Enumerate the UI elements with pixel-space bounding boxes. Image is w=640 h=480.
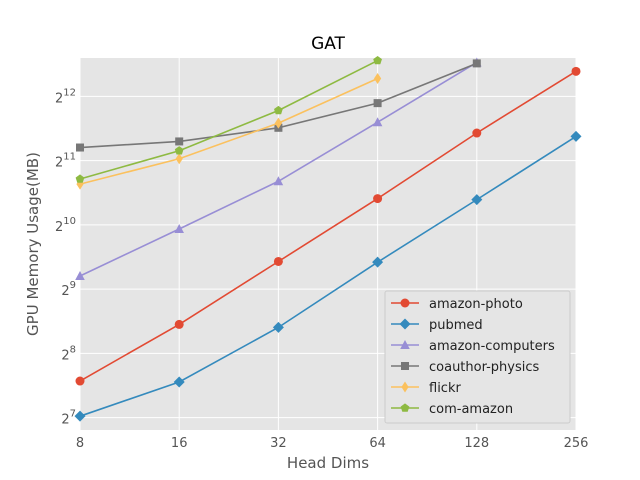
legend-label: amazon-photo bbox=[429, 297, 523, 312]
legend-label: com-amazon bbox=[429, 402, 513, 417]
chart-title: GAT bbox=[311, 34, 345, 54]
data-point bbox=[373, 99, 382, 108]
legend-entry: pubmed bbox=[391, 318, 483, 333]
series-line bbox=[79, 77, 378, 185]
legend: amazon-photo pubmed amazon-computers coauth… bbox=[384, 290, 571, 424]
data-point bbox=[175, 153, 183, 165]
legend-marker bbox=[400, 403, 410, 412]
y-tick-exponent: 10 bbox=[63, 216, 76, 227]
y-tick-base: 2 bbox=[61, 413, 69, 428]
legend-entry: amazon-photo bbox=[391, 297, 523, 312]
y-tick-label: 28 bbox=[61, 344, 76, 363]
y-tick-label: 212 bbox=[55, 87, 76, 106]
data-point bbox=[76, 178, 84, 190]
y-tick-exponent: 9 bbox=[70, 280, 76, 291]
data-point bbox=[174, 146, 184, 155]
legend-marker bbox=[399, 318, 411, 330]
legend-entry: coauthor-physics bbox=[391, 360, 540, 375]
legend-marker bbox=[401, 381, 409, 393]
series-line bbox=[79, 135, 577, 417]
series-amazon-photo bbox=[75, 66, 581, 386]
data-point bbox=[274, 105, 283, 115]
data-point bbox=[372, 256, 384, 268]
data-point bbox=[273, 176, 284, 186]
x-tick-label: 32 bbox=[270, 436, 287, 451]
y-tick-base: 2 bbox=[55, 220, 63, 235]
data-point bbox=[75, 271, 85, 281]
data-point bbox=[471, 194, 483, 206]
data-point bbox=[76, 143, 84, 152]
data-point bbox=[373, 55, 382, 65]
y-tick-label: 211 bbox=[55, 152, 76, 171]
legend-label: flickr bbox=[429, 381, 461, 396]
data-point bbox=[273, 256, 283, 266]
y-tick-exponent: 11 bbox=[63, 152, 76, 163]
y-tick-label: 27 bbox=[61, 409, 76, 428]
data-point bbox=[174, 223, 184, 233]
y-tick-exponent: 12 bbox=[63, 87, 76, 98]
data-point bbox=[274, 117, 282, 129]
x-tick-labels: 8 16 32 64 128 256 bbox=[76, 436, 589, 451]
legend-entry: flickr bbox=[391, 381, 461, 396]
data-point bbox=[173, 376, 185, 388]
y-tick-base: 2 bbox=[55, 156, 63, 171]
legend-label: pubmed bbox=[429, 318, 483, 333]
data-point bbox=[571, 66, 581, 76]
series-amazon-computers bbox=[75, 57, 482, 281]
y-tick-label: 210 bbox=[55, 216, 76, 235]
y-tick-label: 29 bbox=[61, 280, 76, 299]
y-axis-label: GPU Memory Usage(MB) bbox=[24, 152, 42, 336]
legend-marker bbox=[401, 362, 409, 370]
legend-label: coauthor-physics bbox=[429, 360, 540, 375]
data-point bbox=[75, 174, 85, 183]
series-com-amazon bbox=[75, 55, 382, 183]
x-tick-label: 256 bbox=[564, 436, 589, 451]
series-flickr bbox=[76, 72, 382, 190]
data-point bbox=[372, 117, 383, 127]
data-point bbox=[472, 128, 482, 138]
legend-box bbox=[384, 290, 571, 424]
legend-entry: com-amazon bbox=[391, 402, 513, 417]
y-tick-exponent: 7 bbox=[70, 409, 76, 420]
x-tick-label: 128 bbox=[464, 436, 489, 451]
data-point bbox=[472, 59, 481, 68]
legend-marker bbox=[400, 298, 410, 308]
data-point bbox=[570, 130, 582, 142]
data-point bbox=[174, 319, 184, 329]
series-group bbox=[74, 55, 582, 422]
series-pubmed bbox=[74, 130, 582, 422]
series-line bbox=[79, 70, 577, 382]
x-axis-label: Head Dims bbox=[287, 454, 369, 472]
data-point bbox=[75, 376, 85, 386]
y-tick-base: 2 bbox=[61, 348, 69, 363]
legend-label: amazon-computers bbox=[429, 339, 555, 354]
data-point bbox=[374, 72, 382, 84]
y-tick-exponent: 8 bbox=[70, 344, 76, 355]
x-tick-label: 64 bbox=[369, 436, 386, 451]
legend-marker bbox=[400, 340, 410, 349]
y-tick-base: 2 bbox=[61, 284, 69, 299]
data-point bbox=[74, 410, 86, 422]
x-tick-label: 16 bbox=[171, 436, 188, 451]
data-point bbox=[272, 321, 284, 333]
legend-entry: amazon-computers bbox=[391, 339, 555, 354]
x-tick-label: 8 bbox=[76, 436, 84, 451]
data-point bbox=[373, 194, 383, 204]
data-point bbox=[175, 137, 184, 146]
y-tick-base: 2 bbox=[55, 91, 63, 106]
series-line bbox=[79, 59, 378, 180]
